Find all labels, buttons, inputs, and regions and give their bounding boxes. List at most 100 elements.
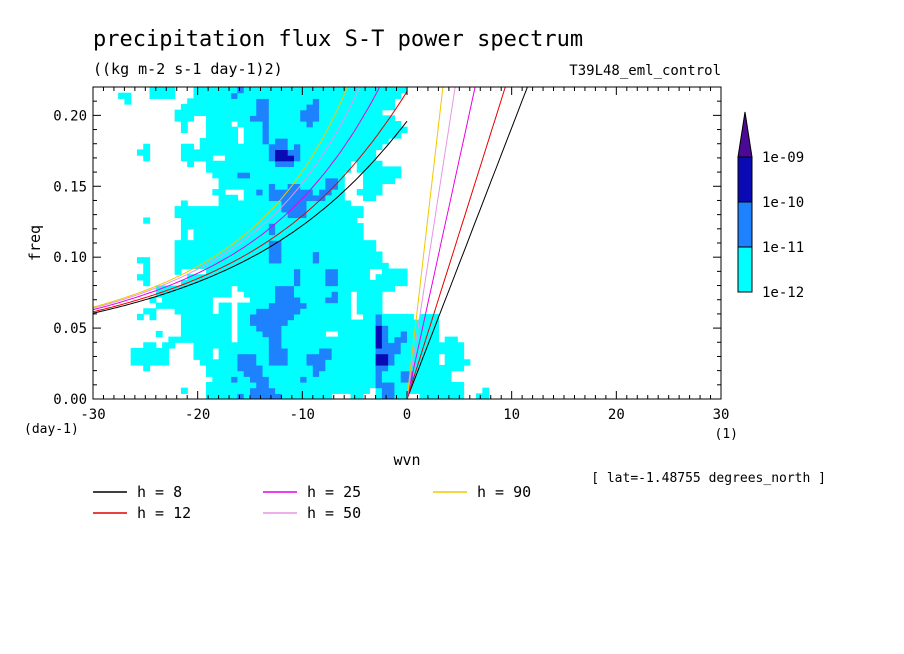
spectrum-cell <box>381 376 389 383</box>
spectrum-cell <box>193 274 201 281</box>
spectrum-cell <box>275 240 282 247</box>
spectrum-cell <box>356 347 364 355</box>
spectrum-cell <box>180 319 188 326</box>
spectrum-cell <box>400 87 408 94</box>
spectrum-cell <box>325 234 333 241</box>
spectrum-cell <box>275 155 282 162</box>
spectrum-cell <box>312 302 320 309</box>
spectrum-cell <box>300 262 308 270</box>
spectrum-cell <box>388 364 396 372</box>
spectrum-cell <box>381 330 389 338</box>
spectrum-cell <box>231 353 239 360</box>
spectrum-cell <box>218 132 226 139</box>
spectrum-cell <box>325 138 333 145</box>
spectrum-cell <box>350 359 358 366</box>
spectrum-cell <box>450 342 458 349</box>
spectrum-cell <box>394 172 402 179</box>
spectrum-cell <box>262 149 270 156</box>
spectrum-cell <box>325 177 333 185</box>
spectrum-cell <box>162 353 169 360</box>
spectrum-cell <box>337 183 345 190</box>
spectrum-cell <box>231 160 239 168</box>
spectrum-cell <box>287 126 295 133</box>
spectrum-cell <box>199 342 207 349</box>
spectrum-cell <box>224 257 232 264</box>
spectrum-cell <box>425 342 433 349</box>
spectrum-cell <box>187 330 195 338</box>
spectrum-cell <box>337 330 345 338</box>
spectrum-cell <box>237 336 245 343</box>
spectrum-cell <box>256 319 264 326</box>
spectrum-cell <box>262 138 270 145</box>
spectrum-cell <box>250 228 257 236</box>
spectrum-cell <box>312 376 320 383</box>
spectrum-cell <box>206 347 213 355</box>
spectrum-cell <box>268 285 276 292</box>
spectrum-cell <box>300 160 308 168</box>
spectrum-cell <box>319 387 326 394</box>
spectrum-cell <box>224 115 232 122</box>
spectrum-cell <box>306 370 314 377</box>
spectrum-cell <box>350 115 358 122</box>
spectrum-cell <box>325 387 333 394</box>
spectrum-cell <box>275 319 282 326</box>
spectrum-cell <box>337 302 345 309</box>
spectrum-cell <box>293 393 301 399</box>
spectrum-cell <box>275 274 282 281</box>
spectrum-cell <box>275 87 282 94</box>
spectrum-cell <box>281 274 289 281</box>
spectrum-cell <box>325 319 333 326</box>
spectrum-cell <box>337 104 345 111</box>
spectrum-cell <box>212 268 220 275</box>
spectrum-cell <box>287 115 295 122</box>
spectrum-cell <box>369 342 377 349</box>
spectrum-cell <box>356 223 364 230</box>
spectrum-cell <box>187 285 195 292</box>
spectrum-cell <box>331 126 339 133</box>
spectrum-cell <box>281 155 289 162</box>
spectrum-cell <box>287 279 295 287</box>
spectrum-cell <box>149 342 157 349</box>
spectrum-cell <box>293 359 301 366</box>
spectrum-cell <box>218 342 226 349</box>
spectrum-cell <box>300 121 308 128</box>
spectrum-cell <box>250 177 257 185</box>
spectrum-cell <box>256 172 264 179</box>
x-tick-label: -30 <box>80 407 105 423</box>
spectrum-cell <box>268 347 276 355</box>
spectrum-cell <box>337 211 345 219</box>
spectrum-cell <box>168 302 176 309</box>
spectrum-cell <box>375 387 383 394</box>
spectrum-cell <box>256 370 264 377</box>
spectrum-cell <box>237 240 245 247</box>
spectrum-cell <box>206 285 213 292</box>
spectrum-cell <box>337 262 345 270</box>
spectrum-cell <box>256 234 264 241</box>
spectrum-cell <box>337 245 345 253</box>
spectrum-cell <box>356 121 364 128</box>
spectrum-cell <box>218 177 226 185</box>
spectrum-cell <box>300 104 308 111</box>
spectrum-cell <box>300 319 308 326</box>
spectrum-cell <box>319 155 326 162</box>
spectrum-cell <box>482 387 490 394</box>
spectrum-cell <box>432 342 439 349</box>
spectrum-cell <box>256 217 264 224</box>
spectrum-cell <box>206 211 213 219</box>
spectrum-cell <box>262 177 270 185</box>
spectrum-cell <box>444 364 452 372</box>
spectrum-cell <box>312 166 320 173</box>
spectrum-cell <box>350 149 358 156</box>
spectrum-cell <box>287 109 295 116</box>
spectrum-cell <box>356 319 364 326</box>
spectrum-cell <box>337 240 345 247</box>
spectrum-cell <box>325 279 333 287</box>
spectrum-cell <box>262 381 270 389</box>
spectrum-cell <box>250 387 257 394</box>
spectrum-cell <box>356 302 364 309</box>
spectrum-cell <box>425 336 433 343</box>
spectrum-cell <box>300 376 308 383</box>
spectrum-cell <box>281 172 289 179</box>
spectrum-cell <box>306 240 314 247</box>
spectrum-cell <box>224 132 232 139</box>
